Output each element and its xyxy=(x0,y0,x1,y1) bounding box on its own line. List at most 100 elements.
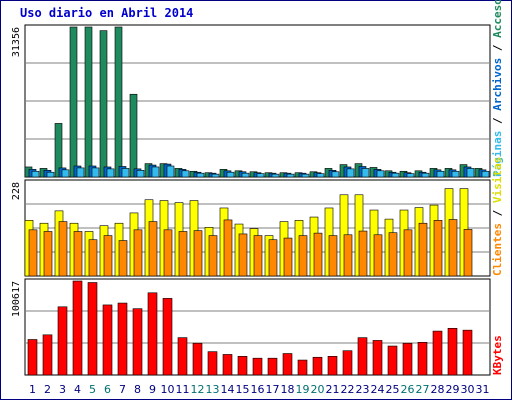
legend-entry: / xyxy=(491,203,504,223)
kbytes-bar xyxy=(252,357,263,376)
sites-bar xyxy=(43,231,53,277)
x-tick-label: 8 xyxy=(134,383,141,396)
x-tick-label: 23 xyxy=(356,383,370,396)
x-tick-label: 9 xyxy=(149,383,156,396)
legend-entry: Páginas xyxy=(491,131,504,177)
x-tick-label: 14 xyxy=(221,383,235,396)
pages-bar xyxy=(31,170,40,178)
x-tick-label: 3 xyxy=(59,383,66,396)
sites-bar xyxy=(148,221,158,277)
kbytes-bar xyxy=(402,342,413,376)
chart-panel-3: 100617 KBytes xyxy=(11,278,504,376)
x-tick-label: 18 xyxy=(281,383,295,396)
x-tick-label: 5 xyxy=(89,383,96,396)
pages-bar xyxy=(466,168,475,178)
x-tick-label: 28 xyxy=(431,383,445,396)
chart-title: Uso diario en Abril 2014 xyxy=(20,6,194,20)
pages-bar xyxy=(376,170,385,178)
legend: KBytes xyxy=(491,335,504,375)
pages-bar xyxy=(196,172,205,178)
hits-bar xyxy=(99,30,108,178)
hits-bar xyxy=(84,26,93,178)
kbytes-bar xyxy=(327,356,338,376)
x-tick-label: 21 xyxy=(326,383,340,396)
x-tick-label: 15 xyxy=(236,383,250,396)
pages-bar xyxy=(271,173,280,178)
kbytes-bar xyxy=(117,302,128,376)
pages-bar xyxy=(91,167,100,178)
x-tick-label: 20 xyxy=(311,383,325,396)
hits-bar xyxy=(114,26,123,178)
x-tick-label: 2 xyxy=(44,383,51,396)
pages-bar xyxy=(331,171,340,178)
pages-bar xyxy=(166,165,175,178)
sites-bar xyxy=(373,234,383,277)
kbytes-bar xyxy=(42,334,53,376)
pages-bar xyxy=(76,167,85,178)
hits-bar xyxy=(69,26,78,178)
pages-bar xyxy=(106,168,115,178)
pages-bar xyxy=(451,170,460,178)
x-tick-label: 19 xyxy=(296,383,310,396)
pages-bar xyxy=(361,168,370,178)
kbytes-bar xyxy=(282,353,293,376)
sites-bar xyxy=(223,219,233,277)
legend-entry: KBytes xyxy=(491,335,504,375)
kbytes-bar xyxy=(57,306,68,376)
kbytes-bar xyxy=(357,337,368,376)
kbytes-bar xyxy=(162,298,173,376)
x-tick-label: 25 xyxy=(386,383,400,396)
x-tick-label: 31 xyxy=(476,383,490,396)
kbytes-bar xyxy=(312,356,323,376)
legend-entry: / xyxy=(491,111,504,131)
x-tick-label: 17 xyxy=(266,383,280,396)
sites-bar xyxy=(253,235,263,277)
sites-bar xyxy=(283,237,293,277)
sites-bar xyxy=(73,231,83,277)
pages-bar xyxy=(286,173,295,178)
legend: Páginas / Archivos / Accesos xyxy=(491,0,504,177)
x-tick-label: 16 xyxy=(251,383,265,396)
legend-entry: Clientes xyxy=(491,223,504,276)
kbytes-bar xyxy=(237,356,248,376)
legend: Clientes / Visitas xyxy=(491,157,504,276)
pages-bar xyxy=(256,173,265,178)
sites-bar xyxy=(343,234,353,277)
pages-bar xyxy=(241,172,250,178)
pages-bar xyxy=(61,169,70,178)
pages-bar xyxy=(391,172,400,178)
sites-bar xyxy=(133,229,143,277)
sites-bar xyxy=(208,235,218,277)
sites-bar xyxy=(448,219,458,277)
legend-entry: Visitas xyxy=(491,157,504,203)
sites-bar xyxy=(118,240,128,277)
sites-bar xyxy=(388,232,398,277)
sites-bar xyxy=(358,230,368,277)
sites-bar xyxy=(163,229,173,277)
kbytes-bar xyxy=(132,308,143,376)
sites-bar xyxy=(178,231,188,277)
sites-bar xyxy=(418,222,428,277)
pages-bar xyxy=(181,170,190,178)
pages-bar xyxy=(226,171,235,178)
sites-bar xyxy=(103,235,113,277)
pages-bar xyxy=(481,170,490,178)
sites-bar xyxy=(298,235,308,277)
sites-bar xyxy=(433,220,443,277)
kbytes-bar xyxy=(462,329,473,376)
x-tick-label: 6 xyxy=(104,383,111,396)
kbytes-bar xyxy=(372,340,383,376)
kbytes-bar xyxy=(177,337,188,376)
chart-panel-1: 31356 Páginas / Archivos / Accesos xyxy=(11,0,504,178)
sites-bar xyxy=(328,235,338,277)
kbytes-bar xyxy=(147,292,158,376)
pages-bar xyxy=(421,172,430,178)
y-axis-max-label: 100617 xyxy=(11,281,22,317)
pages-bar xyxy=(151,166,160,178)
pages-bar xyxy=(436,170,445,178)
x-tick-label: 1 xyxy=(29,383,36,396)
kbytes-bar xyxy=(447,327,458,376)
sites-bar xyxy=(313,232,323,277)
pages-bar xyxy=(211,173,220,178)
